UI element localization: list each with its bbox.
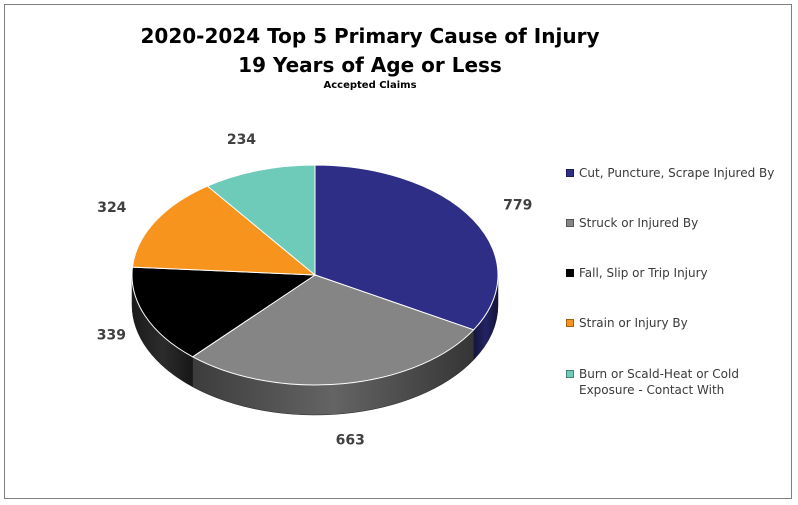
- legend-label-burn-scald: Burn or Scald-Heat or Cold Exposure - Co…: [579, 367, 739, 397]
- chart-subtitle: Accepted Claims: [323, 80, 417, 91]
- data-label-strain: 324: [97, 200, 126, 216]
- legend-item-struck: Struck or Injured By: [566, 215, 779, 231]
- data-label-struck: 663: [336, 433, 365, 449]
- pie-slice-strain: [131, 185, 317, 276]
- legend-item-fall-slip-trip: Fall, Slip or Trip Injury: [566, 265, 779, 281]
- chart-title-line2: 19 Years of Age or Less: [238, 53, 502, 77]
- legend-swatch-strain: [566, 319, 574, 327]
- legend-label-cut-puncture: Cut, Puncture, Scrape Injured By: [579, 166, 775, 180]
- legend-item-strain: Strain or Injury By: [566, 315, 779, 331]
- legend-swatch-fall-slip-trip: [566, 269, 574, 277]
- chart-title-block: 2020-2024 Top 5 Primary Cause of Injury …: [120, 22, 620, 92]
- pie-slice-burn-scald: [206, 164, 316, 277]
- pie-slice-cut-puncture: [314, 164, 499, 331]
- pie-slice-struck: [191, 274, 475, 386]
- pie-slice-fall-slip-trip: [131, 266, 317, 358]
- legend-label-strain: Strain or Injury By: [579, 316, 688, 330]
- legend-label-struck: Struck or Injured By: [579, 216, 699, 230]
- chart-title: 2020-2024 Top 5 Primary Cause of Injury: [140, 24, 600, 48]
- legend-item-cut-puncture: Cut, Puncture, Scrape Injured By: [566, 165, 779, 181]
- data-label-burn-scald: 234: [227, 132, 256, 148]
- legend-label-fall-slip-trip: Fall, Slip or Trip Injury: [579, 266, 708, 280]
- data-label-fall-slip-trip: 339: [97, 327, 126, 343]
- legend-swatch-cut-puncture: [566, 169, 574, 177]
- legend-swatch-burn-scald: [566, 370, 574, 378]
- data-label-cut-puncture: 779: [503, 197, 532, 213]
- legend-swatch-struck: [566, 219, 574, 227]
- legend-item-burn-scald: Burn or Scald-Heat or Cold Exposure - Co…: [566, 366, 779, 398]
